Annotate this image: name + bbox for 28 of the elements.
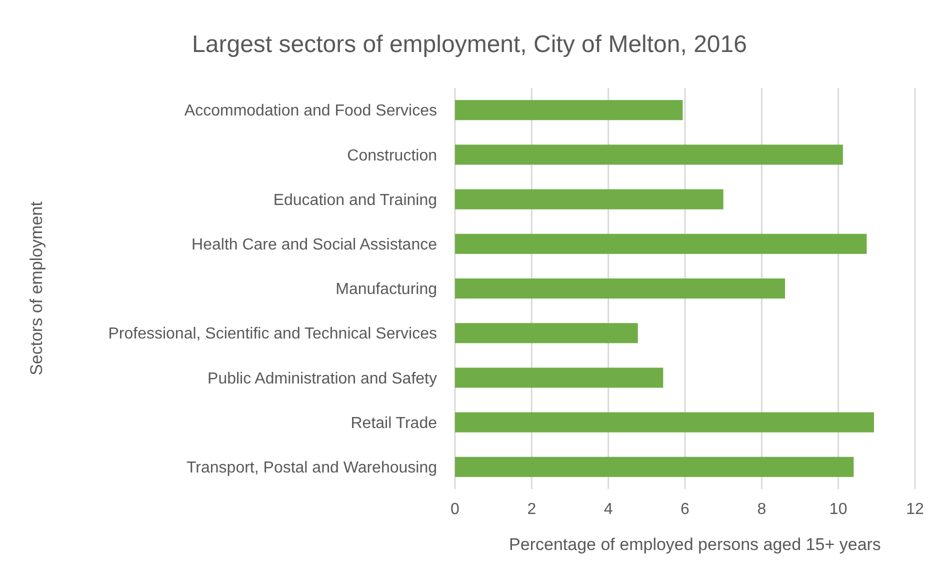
- bar: [455, 456, 854, 477]
- y-tick-label: Professional, Scientific and Technical Services: [108, 326, 437, 343]
- x-tick-label: 12: [906, 501, 924, 518]
- bar: [455, 368, 664, 388]
- y-axis-title: Sectors of employment: [27, 201, 46, 376]
- x-tick-label: 4: [604, 501, 613, 518]
- y-tick-label: Public Administration and Safety: [208, 370, 437, 388]
- x-axis-title: Percentage of employed persons aged 15+ years: [509, 535, 881, 554]
- y-tick-label: Retail Trade: [350, 414, 438, 432]
- bar: [455, 144, 843, 165]
- y-tick-label: Health Care and Social Assistance: [192, 236, 438, 254]
- bar: [455, 189, 724, 210]
- bar: [455, 234, 867, 254]
- y-tick-label: Accommodation and Food Services: [184, 102, 437, 120]
- bar: [455, 412, 874, 432]
- x-tick-label: 2: [527, 501, 536, 518]
- x-tick-label: 0: [450, 501, 460, 518]
- y-tick-label: Construction: [347, 147, 437, 164]
- y-tick-label: Manufacturing: [336, 281, 437, 298]
- x-tick-label: 10: [829, 501, 848, 518]
- y-tick-label: Transport, Postal and Warehousing: [186, 460, 437, 477]
- x-tick-label: 8: [757, 501, 766, 518]
- chart-title: Largest sectors of employment, City of Melton, 2016: [192, 31, 747, 58]
- bar: [455, 323, 638, 344]
- bar: [455, 100, 683, 120]
- bar: [455, 278, 786, 299]
- x-tick-label: 6: [680, 501, 690, 518]
- y-tick-label: Education and Training: [273, 192, 437, 209]
